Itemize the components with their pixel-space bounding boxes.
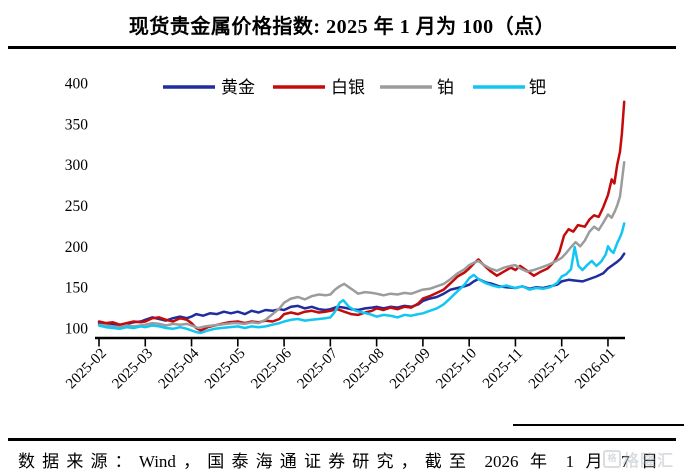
legend-label-platinum: 铂	[437, 78, 454, 97]
x-axis-tick-label: 2026-01	[572, 346, 619, 393]
y-axis-tick-label: 250	[65, 198, 89, 215]
y-axis-tick-label: 150	[65, 280, 89, 297]
legend-label-silver: 白银	[331, 78, 365, 97]
x-axis-tick-label: 2025-11	[480, 346, 526, 392]
series-line-palladium	[97, 222, 626, 335]
x-axis-tick-label: 2025-03	[109, 346, 156, 393]
x-axis-tick-label: 2025-09	[387, 346, 434, 393]
title-underline	[8, 46, 676, 49]
y-axis-tick-label: 400	[65, 75, 89, 92]
y-axis-tick-label: 100	[65, 321, 89, 338]
y-axis-tick-label: 350	[65, 116, 89, 133]
legend-label-gold: 黄金	[221, 78, 255, 97]
x-axis-tick-label: 2025-07	[295, 345, 342, 392]
data-source-note: 数据来源：Wind，国泰海通证券研究，截至 2026 年 1 月 7 日	[18, 452, 658, 471]
x-axis-tick-label: 2025-05	[202, 346, 249, 393]
footer-rule	[8, 438, 676, 441]
x-axis-tick-label: 2025-12	[526, 346, 573, 393]
y-axis-tick-label: 200	[65, 239, 89, 256]
y-axis-tick-label: 300	[65, 157, 89, 174]
x-axis-tick-label: 2025-06	[248, 345, 295, 392]
legend-label-palladium: 钯	[529, 78, 546, 97]
x-axis-tick-label: 2025-04	[156, 345, 203, 392]
x-axis-tick-label: 2025-08	[341, 346, 388, 393]
divider-fragment	[513, 424, 684, 426]
series-line-platinum	[97, 160, 626, 330]
x-axis-tick-label: 2025-02	[63, 346, 110, 393]
chart-title: 现货贵金属价格指数: 2025 年 1 月为 100（点）	[128, 16, 556, 38]
price-index-chart: 100 150 200 250 300 350 400 2025-02 2025-03 2025-…	[0, 52, 684, 424]
series-line-silver	[97, 100, 626, 332]
x-axis-tick-label: 2025-10	[433, 346, 480, 393]
